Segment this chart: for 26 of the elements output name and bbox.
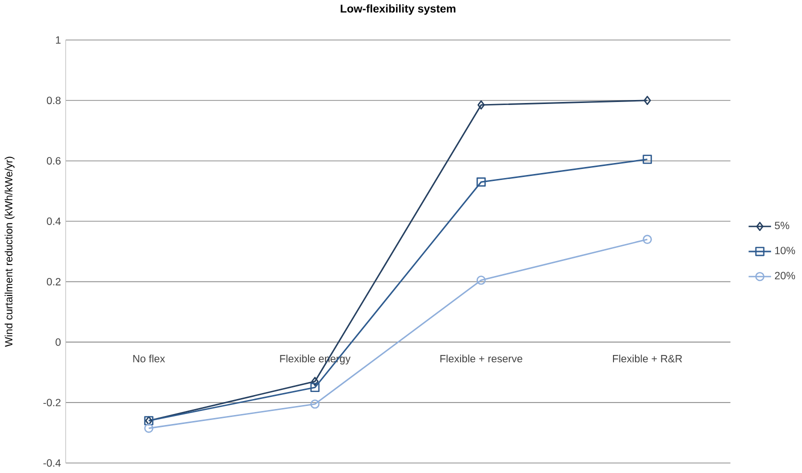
point <box>310 400 320 409</box>
y-tick-label: 0.2 <box>46 278 61 286</box>
x-tick-label: Flexible + R&R <box>612 354 682 362</box>
point <box>144 424 154 433</box>
y-tick-label: 0 <box>56 338 61 346</box>
x-tick-label: No flex <box>133 354 166 362</box>
legend-label: 10% <box>775 246 796 254</box>
point <box>310 382 320 392</box>
legend-label: 20% <box>774 272 796 280</box>
y-tick-label: -0.4 <box>43 459 61 467</box>
point <box>644 96 651 106</box>
y-tick-label: 0.4 <box>46 218 61 226</box>
point <box>476 177 486 187</box>
y-tick-label: 0.6 <box>46 157 61 165</box>
chart-title: Low-flexibility system <box>340 4 456 15</box>
point <box>642 154 652 164</box>
point <box>476 276 486 285</box>
y-axis-title: Wind curtailment reduction (kWh/kWe/yr) <box>4 156 15 347</box>
y-tick-label: 1 <box>56 36 61 44</box>
y-tick-label: 0.8 <box>46 96 61 104</box>
legend-label: 5% <box>774 222 790 230</box>
x-tick-label: Flexible + reserve <box>440 354 522 362</box>
point <box>642 234 652 244</box>
y-tick-label: -0.2 <box>43 398 61 406</box>
point <box>311 376 319 386</box>
point <box>478 100 485 110</box>
